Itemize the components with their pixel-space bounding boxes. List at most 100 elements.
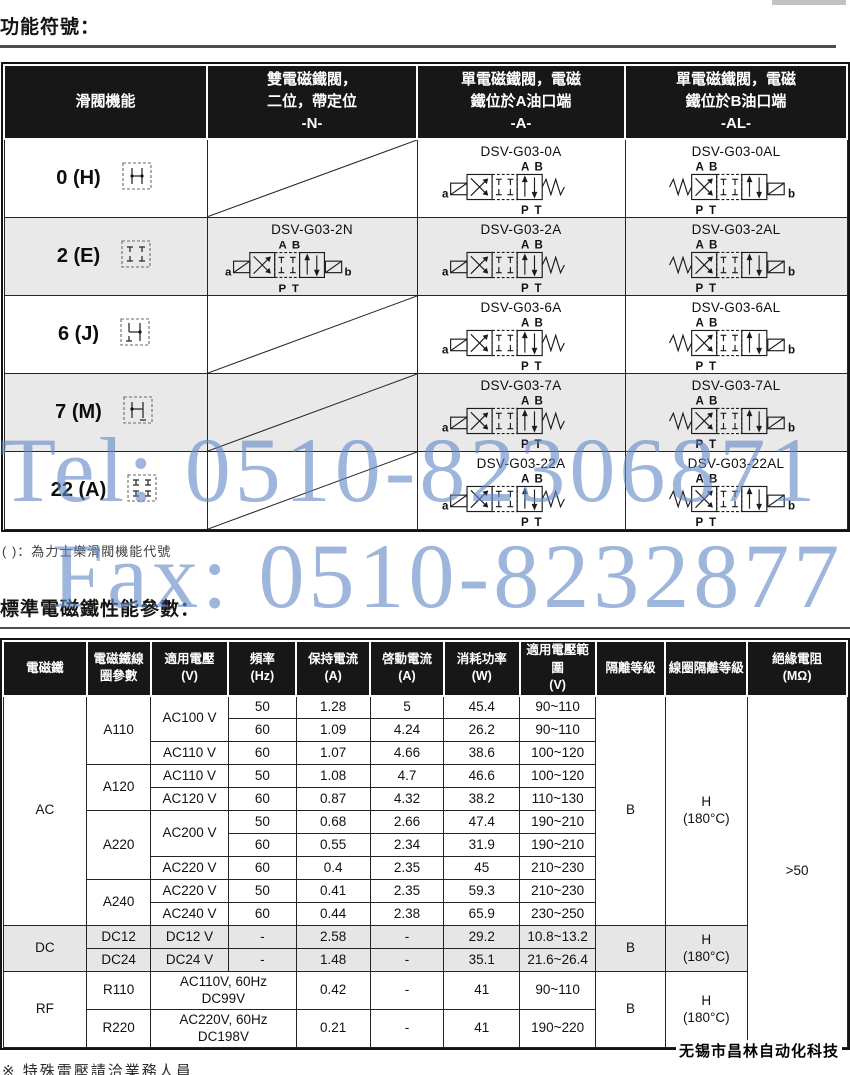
perf-cell: 0.21 <box>295 1009 371 1048</box>
company-name: 无锡市昌林自动化科技 <box>676 1040 843 1061</box>
svg-text:T: T <box>534 516 541 527</box>
perf-cell: 90~110 <box>519 695 597 719</box>
svg-text:P: P <box>521 438 529 449</box>
perf-cell: 1.28 <box>295 695 371 719</box>
svg-text:P: P <box>521 360 529 371</box>
svg-text:b: b <box>788 266 795 278</box>
perf-cell-coil: A120 <box>86 764 152 811</box>
perf-cell: 46.6 <box>443 764 521 788</box>
perf-cell: - <box>227 948 297 972</box>
svg-text:T: T <box>709 282 716 293</box>
t1-header-double-solenoid-n: 雙電磁鐵閥， 二位，帶定位 -N- <box>206 64 418 140</box>
perf-cell: 1.07 <box>295 741 371 765</box>
svg-text:a: a <box>442 344 449 356</box>
svg-text:T: T <box>292 282 299 293</box>
spool-code: 6 (J) <box>57 322 100 345</box>
perf-cell: 26.2 <box>443 718 521 742</box>
valve-model: DSV-G03-7A <box>480 377 562 393</box>
svg-text:A: A <box>696 317 705 329</box>
perf-cell-voltage: AC240 V <box>150 902 229 926</box>
svg-text:A: A <box>279 239 287 251</box>
svg-text:T: T <box>709 438 716 449</box>
perf-cell: 0.4 <box>295 856 371 880</box>
svg-text:B: B <box>534 473 542 485</box>
svg-text:P: P <box>696 516 704 527</box>
svg-text:T: T <box>534 282 541 293</box>
perf-cell: 2.35 <box>369 879 445 903</box>
svg-text:a: a <box>442 188 449 200</box>
spool-code: 7 (M) <box>55 400 102 423</box>
t2-header-insulation-resistance: 絕緣電阻 (MΩ) <box>746 640 848 697</box>
perf-cell-voltage: AC110V, 60Hz DC99V <box>150 971 297 1010</box>
svg-text:b: b <box>788 188 795 200</box>
perf-cell: 190~220 <box>519 1009 597 1048</box>
perf-cell: 1.48 <box>295 948 371 972</box>
valve-model: DSV-G03-2A <box>480 221 562 237</box>
t1-header-row: 滑閥機能 雙電磁鐵閥， 二位，帶定位 -N- 單電磁鐵閥，電磁 鐵位於A油口端 … <box>3 64 848 140</box>
spool-function-cell: 6 (J) <box>3 294 208 374</box>
svg-text:A: A <box>696 161 705 173</box>
perf-cell: 90~110 <box>519 718 597 742</box>
perf-cell: 60 <box>227 718 297 742</box>
svg-text:A: A <box>521 395 530 407</box>
svg-text:P: P <box>521 516 529 527</box>
t2-header-insulation-class: 隔離等級 <box>594 640 667 697</box>
perf-cell-voltage: DC24 V <box>150 948 229 972</box>
perf-cell: 41 <box>443 971 521 1010</box>
perf-cell: 90~110 <box>519 971 597 1010</box>
spool-symbol-icon <box>117 316 153 353</box>
perf-cell-insulation-class: B <box>595 695 666 926</box>
perf-cell-voltage: DC12 V <box>150 925 229 949</box>
spool-symbol-icon <box>124 472 160 509</box>
t2-header-holding-current: 保持電流 (A) <box>295 640 372 697</box>
svg-text:B: B <box>709 395 717 407</box>
perf-cell: - <box>369 971 445 1010</box>
t2-row: AC240 V 60 0.44 2.38 65.9 230~250 <box>3 902 847 926</box>
section-title-function-symbols: 功能符號： <box>0 17 101 38</box>
perf-cell: 2.38 <box>369 902 445 926</box>
perf-cell: 60 <box>227 902 297 926</box>
perf-cell: 2.34 <box>369 833 445 857</box>
valve-model: DSV-G03-6AL <box>691 299 781 315</box>
svg-text:T: T <box>709 516 716 527</box>
svg-text:B: B <box>709 317 717 329</box>
perf-cell-coil-insulation: H (180°C) <box>664 695 748 926</box>
t2-row-rf: R220 AC220V, 60Hz DC198V 0.21 - 41 190~2… <box>3 1009 847 1048</box>
perf-cell: 100~120 <box>519 741 597 765</box>
t2-header-row: 電磁鐵 電磁鐵線 圈參數 適用電壓 (V) 頻率 (Hz) 保持電流 (A) 啓… <box>2 640 848 697</box>
perf-cell: 29.2 <box>443 925 521 949</box>
svg-text:P: P <box>696 205 704 216</box>
perf-cell-voltage: AC220 V <box>150 879 229 903</box>
perf-cell: 50 <box>227 695 297 719</box>
perf-cell: 0.87 <box>295 787 371 811</box>
perf-cell-voltage: AC220V, 60Hz DC198V <box>150 1009 297 1048</box>
svg-text:T: T <box>709 360 716 371</box>
t2-row: 60 0.55 2.34 31.9 190~210 <box>3 833 847 857</box>
perf-cell: 60 <box>227 833 297 857</box>
svg-text:B: B <box>534 161 542 173</box>
t2-row: AC A110 AC100 V 50 1.28 5 45.4 90~110 B … <box>2 695 848 1048</box>
t2-header-solenoid: 電磁鐵 <box>2 640 88 697</box>
perf-cell: 45 <box>443 856 521 880</box>
t2-row: A240 AC220 V 50 0.41 2.35 59.3 210~230 <box>3 879 847 926</box>
t2-row: A120 AC110 V 50 1.08 4.7 46.6 100~120 <box>3 764 847 811</box>
svg-text:T: T <box>534 360 541 371</box>
svg-text:B: B <box>709 239 717 251</box>
svg-text:B: B <box>534 239 542 251</box>
perf-cell: 47.4 <box>443 810 521 834</box>
t2-row: AC220 V 60 0.4 2.35 45 210~230 <box>3 856 847 880</box>
perf-cell: 60 <box>227 856 297 880</box>
valve-model: DSV-G03-22A <box>476 455 566 471</box>
t2-row-rf: RF R110 AC110V, 60Hz DC99V 0.42 - 41 90~… <box>2 971 847 1048</box>
